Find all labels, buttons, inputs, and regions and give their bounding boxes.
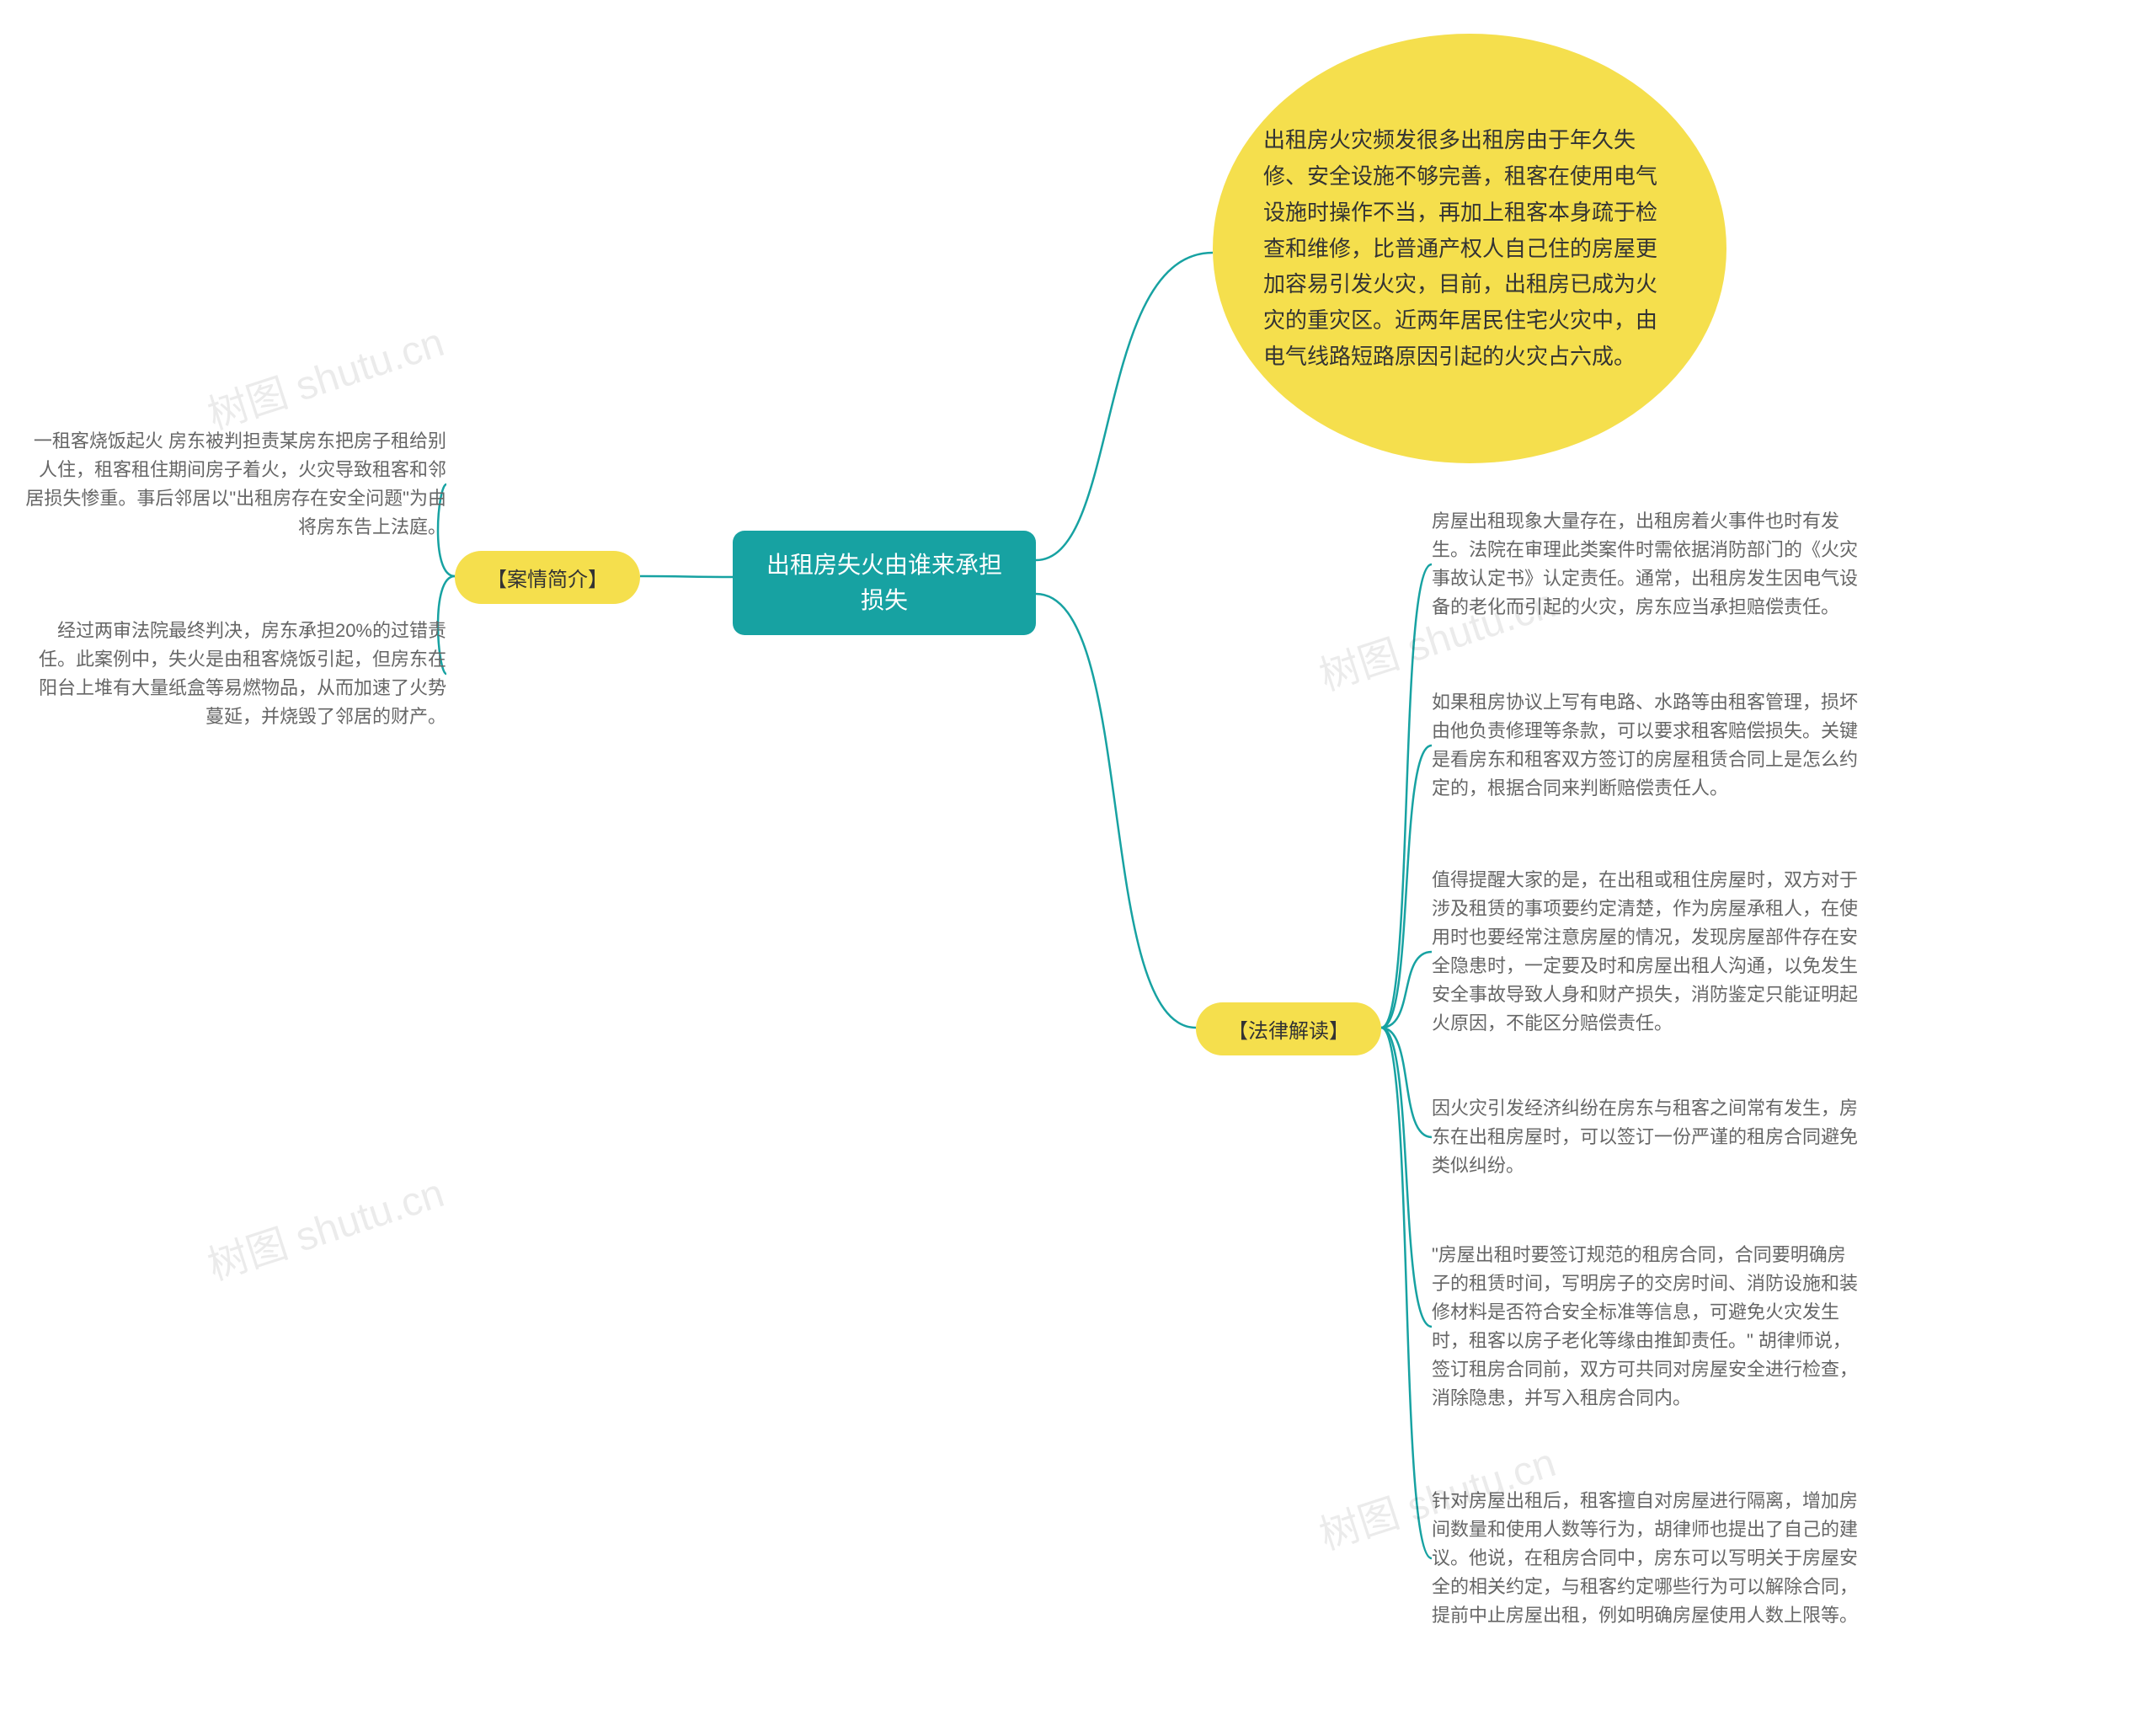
leaf-legal-5: "房屋出租时要签订规范的租房合同，合同要明确房子的租赁时间，写明房子的交房时间、… bbox=[1432, 1221, 1861, 1432]
branch-case-intro: 【案情简介】 bbox=[455, 551, 640, 604]
leaf-legal-4: 因火灾引发经济纠纷在房东与租客之间常有发生，房东在出租房屋时，可以签订一份严谨的… bbox=[1432, 1087, 1861, 1188]
watermark: 树图 shutu.cn bbox=[199, 1160, 450, 1291]
leaf-case-1: 一租客烧饭起火 房东被判担责某房东把房子租给别人住，租客租住期间房子着火，火灾导… bbox=[25, 421, 446, 548]
leaf-legal-3: 值得提醒大家的是，在出租或租住房屋时，双方对于涉及租赁的事项要约定清楚，作为房屋… bbox=[1432, 851, 1861, 1053]
root-node: 出租房失火由谁来承担损失 bbox=[733, 531, 1036, 635]
bubble-summary: 出租房火灾频发很多出租房由于年久失修、安全设施不够完善，租客在使用电气设施时操作… bbox=[1213, 34, 1726, 463]
leaf-legal-1: 房屋出租现象大量存在，出租房着火事件也时有发生。法院在审理此类案件时需依据消防部… bbox=[1432, 489, 1861, 640]
leaf-case-2: 经过两审法院最终判决，房东承担20%的过错责任。此案例中，失火是由租客烧饭引起，… bbox=[25, 606, 446, 741]
leaf-legal-2: 如果租房协议上写有电路、水路等由租客管理，损坏由他负责修理等条款，可以要求租客赔… bbox=[1432, 670, 1861, 821]
branch-legal: 【法律解读】 bbox=[1196, 1002, 1381, 1055]
leaf-legal-6: 针对房屋出租后，租客擅自对房屋进行隔离，增加房间数量和使用人数等行为，胡律师也提… bbox=[1432, 1466, 1861, 1651]
